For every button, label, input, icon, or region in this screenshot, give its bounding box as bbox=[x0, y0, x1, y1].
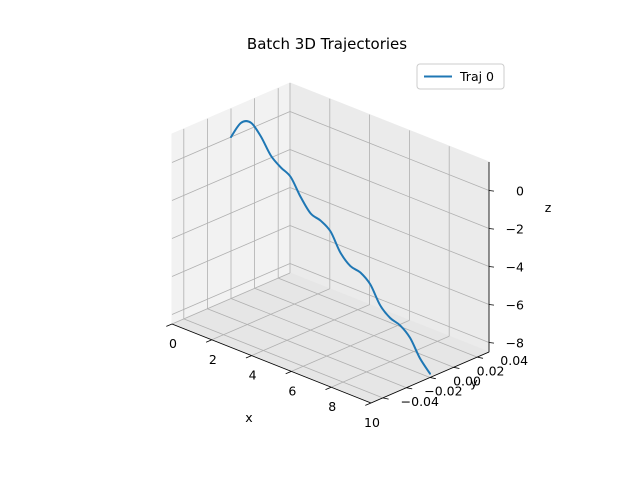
legend: Traj 0 bbox=[416, 63, 505, 90]
z-gridline-back bbox=[289, 111, 490, 191]
z-gridline-left bbox=[171, 149, 291, 201]
x-axis-line bbox=[171, 323, 372, 404]
z-gridline-back bbox=[289, 263, 490, 343]
z-tick-mark bbox=[488, 190, 495, 192]
y-tick-mark bbox=[382, 397, 389, 400]
y-tick-label: 0.02 bbox=[477, 363, 505, 378]
x-tick-label: 8 bbox=[328, 399, 336, 414]
z-gridline-back bbox=[289, 187, 490, 267]
x-tick-mark bbox=[205, 339, 212, 343]
y-tick-label: −0.04 bbox=[401, 394, 439, 409]
y-tick-mark bbox=[477, 356, 484, 359]
y-axis-label: y bbox=[470, 375, 478, 390]
z-tick-label: 0 bbox=[516, 184, 524, 199]
z-tick-mark bbox=[488, 228, 495, 230]
x-tick-label: 4 bbox=[249, 368, 257, 383]
x-tick-label: 2 bbox=[209, 352, 217, 367]
z-tick-mark bbox=[488, 304, 495, 306]
x-axis-label: x bbox=[245, 410, 252, 425]
x-tick-mark bbox=[325, 386, 332, 390]
legend-label-traj-0: Traj 0 bbox=[459, 69, 494, 84]
y-gridline-floor bbox=[183, 318, 383, 399]
y-tick-label: −0.02 bbox=[424, 384, 462, 399]
y-gridline-floor bbox=[230, 298, 431, 378]
x-tick-mark bbox=[285, 371, 292, 375]
y-gridline-floor bbox=[278, 277, 478, 358]
x-tick-mark bbox=[245, 355, 252, 359]
legend-box bbox=[416, 63, 505, 90]
z-gridline-left bbox=[171, 225, 291, 277]
y-tick-mark bbox=[429, 377, 436, 380]
x-tick-label: 10 bbox=[364, 415, 380, 430]
trajectory-line-traj-0 bbox=[230, 120, 431, 375]
z-tick-label: −4 bbox=[506, 260, 524, 275]
z-axis-label: z bbox=[545, 200, 552, 215]
z-gridline-back bbox=[289, 225, 490, 305]
z-tick-mark bbox=[488, 266, 495, 268]
y-tick-mark bbox=[406, 387, 413, 390]
x-tick-mark bbox=[166, 323, 173, 327]
y-tick-label: 0.04 bbox=[500, 353, 528, 368]
x-tick-mark bbox=[365, 402, 372, 406]
z-tick-mark bbox=[488, 342, 495, 344]
x-tick-label: 6 bbox=[288, 383, 296, 398]
y-gridline-floor bbox=[254, 287, 454, 368]
y-tick-mark bbox=[453, 366, 460, 369]
chart-title: Batch 3D Trajectories bbox=[247, 35, 407, 53]
z-tick-label: −6 bbox=[506, 298, 524, 313]
x-tick-label: 0 bbox=[169, 336, 177, 351]
y-tick-label: 0.00 bbox=[453, 374, 481, 389]
z-gridline-back bbox=[289, 149, 490, 229]
z-tick-label: −2 bbox=[506, 222, 524, 237]
z-tick-label: −8 bbox=[506, 336, 524, 351]
z-gridline-left bbox=[171, 263, 291, 315]
y-gridline-floor bbox=[207, 308, 407, 389]
z-gridline-left bbox=[171, 187, 291, 239]
